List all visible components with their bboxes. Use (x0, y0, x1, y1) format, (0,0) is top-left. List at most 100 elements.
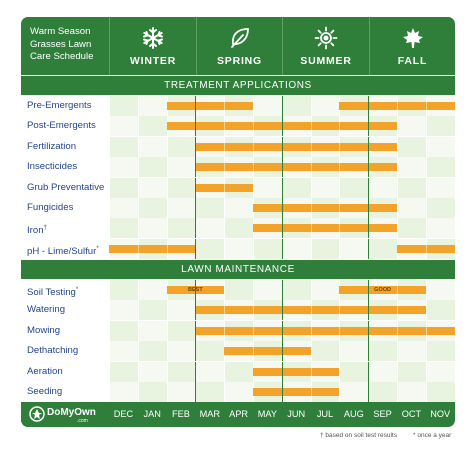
season-divider (195, 300, 197, 321)
season-divider (195, 157, 197, 178)
sun-icon (314, 26, 338, 50)
bar-month-tick (224, 183, 226, 192)
month-label: JAN (143, 409, 161, 419)
month-cell (109, 116, 138, 137)
footnote-dagger: † based on soil test results (320, 432, 397, 439)
activity-bar (109, 244, 196, 253)
month-cell (310, 238, 340, 259)
schedule-card: Warm Season Grasses Lawn Care Schedule W… (21, 17, 455, 427)
season-divider (281, 361, 283, 382)
month-cell (397, 218, 426, 239)
month-cell (425, 300, 455, 321)
month-cell (224, 382, 253, 402)
month-cell (310, 96, 340, 116)
season-divider (368, 96, 370, 116)
schedule-row: Mowing (21, 320, 455, 341)
season-divider (281, 238, 283, 259)
month-cell (425, 382, 455, 402)
footnote-star: * once a year (413, 432, 452, 439)
season-divider (195, 177, 197, 198)
season-divider (281, 320, 283, 341)
row-label: Post-Emergents (27, 116, 96, 136)
schedule-row: Aeration (21, 361, 455, 382)
row-label: Fertilization (27, 137, 76, 157)
row-label: Pre-Emergents (27, 96, 92, 116)
schedule-row: Pre-Emergents (21, 96, 455, 116)
footer: DoMyOwn .com DEC JAN FEB MAR APR MAY JUN JUL AUG… (21, 402, 455, 427)
month-cell (109, 198, 138, 218)
row-label: Aeration (27, 362, 63, 382)
bar-month-tick (339, 204, 341, 212)
month-cell (281, 177, 311, 198)
season-divider (281, 198, 283, 218)
title-line-2: Grasses Lawn (30, 38, 92, 50)
month-cell (109, 177, 138, 198)
month-cell (397, 136, 426, 157)
month-cell (425, 198, 455, 218)
month-cell (281, 280, 311, 300)
season-divider (281, 341, 283, 362)
month-cell (137, 198, 167, 218)
row-label-text: Fertilization (27, 140, 77, 152)
month-cell (109, 300, 138, 321)
month-cell (195, 341, 225, 362)
season-summer: SUMMER (282, 17, 369, 75)
month-cell (397, 382, 426, 402)
month-cell (368, 177, 397, 198)
schedule-row: Fertilization (21, 136, 455, 157)
season-divider (281, 157, 283, 178)
season-divider (368, 238, 370, 259)
row-label-text: Soil Testing (27, 287, 76, 299)
season-divider (281, 116, 283, 137)
season-divider (281, 96, 283, 116)
month-cell (253, 96, 282, 116)
month-cell (425, 157, 455, 178)
month-cell (137, 96, 167, 116)
month-cell (166, 218, 196, 239)
bar-month-tick (310, 122, 312, 131)
row-label-text: Post-Emergents (27, 120, 96, 132)
month-cell (166, 300, 196, 321)
season-divider (195, 341, 197, 362)
month-cell (368, 238, 397, 259)
season-divider (281, 382, 283, 402)
activity-bar (166, 122, 397, 131)
activity-bar (253, 224, 397, 233)
month-cell (166, 320, 196, 341)
month-cell (109, 320, 138, 341)
row-label: Dethatching (27, 341, 78, 361)
month-cell (339, 341, 369, 362)
month-label: SEP (373, 409, 392, 419)
header: Warm Season Grasses Lawn Care Schedule W… (21, 17, 455, 75)
activity-bar (195, 142, 397, 151)
month-cell (109, 280, 138, 300)
row-footnote-mark: † (43, 225, 47, 232)
month-cell (137, 218, 167, 239)
season-divider (368, 341, 370, 362)
month-cell (195, 198, 225, 218)
bar-month-tick (310, 204, 312, 212)
season-divider (281, 136, 283, 157)
month-cell (195, 361, 225, 382)
bar-month-tick (253, 347, 254, 356)
month-label: AUG (343, 409, 364, 419)
month-cell (368, 341, 397, 362)
leaf-icon (230, 28, 249, 48)
bar-month-tick (397, 306, 398, 315)
month-cell (137, 361, 167, 382)
season-divider (368, 116, 370, 137)
month-cell (339, 177, 369, 198)
row-label-text: Dethatching (27, 345, 79, 357)
month-cell (195, 218, 225, 239)
season-divider (368, 136, 370, 157)
month-cell (425, 280, 455, 300)
bar-month-tick (310, 326, 312, 335)
season-divider (195, 361, 197, 382)
month-cell (195, 238, 225, 259)
season-divider (368, 157, 370, 178)
season-divider (281, 177, 283, 198)
month-cell (137, 382, 167, 402)
season-divider (195, 280, 197, 300)
month-label: NOV (430, 409, 451, 419)
month-cell (253, 177, 282, 198)
